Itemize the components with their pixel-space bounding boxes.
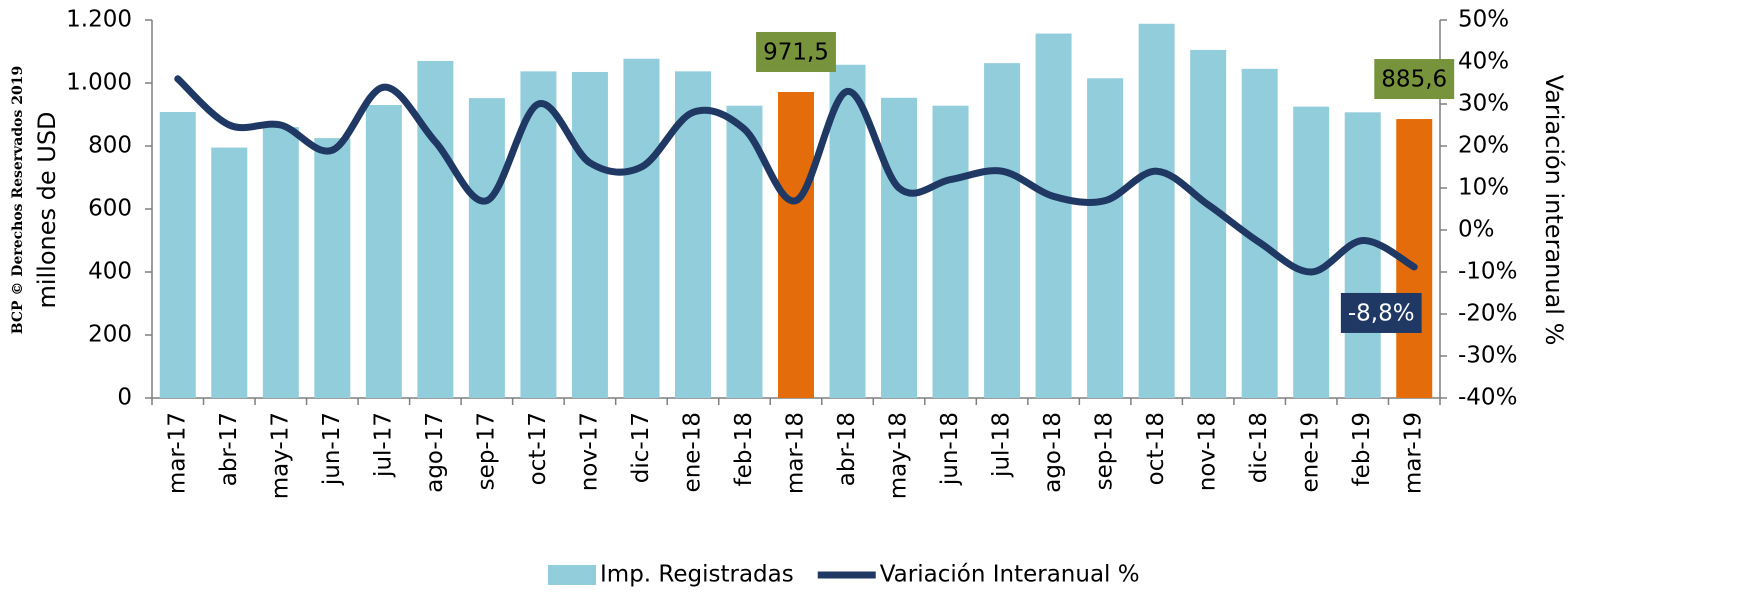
bar xyxy=(1344,112,1381,399)
y2-tick-label: 30% xyxy=(1458,91,1509,117)
x-tick-label: nov-18 xyxy=(1195,412,1221,491)
data-label-box xyxy=(756,31,836,72)
x-tick-label: oct-17 xyxy=(525,412,551,485)
bar xyxy=(984,63,1021,398)
x-tick-label: may-18 xyxy=(886,412,912,499)
x-tick-label: feb-18 xyxy=(731,412,757,486)
y-tick-label: 800 xyxy=(88,133,132,159)
y2-tick-label: 20% xyxy=(1458,133,1509,159)
x-tick-label: jun-18 xyxy=(937,412,963,486)
x-tick-label: dic-17 xyxy=(628,412,654,483)
bar xyxy=(314,138,351,398)
watermark: BCP © Derechos Reservados 2019 xyxy=(10,66,26,334)
data-label-box xyxy=(1340,292,1422,333)
data-label-text: 971,5 xyxy=(763,39,829,65)
bar xyxy=(1035,33,1072,399)
x-tick-label: jun-17 xyxy=(319,412,345,486)
bar xyxy=(1293,106,1330,398)
bar xyxy=(159,111,196,398)
data-label: -8,8% xyxy=(1340,292,1422,333)
data-label: 971,5 xyxy=(756,31,836,72)
x-tick-label: dic-18 xyxy=(1246,412,1272,483)
x-tick-label: jul-18 xyxy=(989,412,1015,478)
y-tick-label: 200 xyxy=(88,322,132,348)
y-tick-label: 400 xyxy=(88,259,132,285)
legend-label: Variación Interanual % xyxy=(880,562,1140,588)
x-tick-label: abr-18 xyxy=(834,412,860,486)
bar xyxy=(1138,23,1175,399)
line xyxy=(174,75,1418,276)
x-tick-label: mar-19 xyxy=(1401,412,1427,494)
bar xyxy=(829,64,866,398)
y-tick-label: 600 xyxy=(88,196,132,222)
x-tick-label: abr-17 xyxy=(216,412,242,486)
x-tick-label: ago-18 xyxy=(1040,412,1066,493)
y2-tick-label: -10% xyxy=(1458,259,1517,285)
bar xyxy=(881,97,918,399)
bar xyxy=(262,127,299,398)
x-tick-label: oct-18 xyxy=(1143,412,1169,485)
x-tick-label: ago-17 xyxy=(422,412,448,493)
y2-tick-label: 40% xyxy=(1458,49,1509,75)
bar xyxy=(1190,49,1227,399)
x-tick-label: ene-19 xyxy=(1298,412,1324,492)
y-tick-label: 0 xyxy=(117,385,132,411)
bar xyxy=(623,58,660,399)
data-label-box xyxy=(1374,59,1455,100)
y2-tick-label: -40% xyxy=(1458,385,1517,411)
legend-swatch xyxy=(548,565,596,585)
y2-axis-title: Variación interanual % xyxy=(1540,75,1568,346)
x-tick-label: may-17 xyxy=(267,412,293,499)
y2-tick-label: -20% xyxy=(1458,301,1517,327)
bar xyxy=(417,60,454,398)
x-tick-label: jul-17 xyxy=(370,412,396,478)
bar xyxy=(365,105,402,399)
y-tick-label: 1.200 xyxy=(66,7,132,33)
data-label-text: -8,8% xyxy=(1348,300,1415,326)
bar xyxy=(778,91,814,398)
legend-label: Imp. Registradas xyxy=(600,562,794,588)
bar xyxy=(1087,78,1124,399)
x-tick-label: feb-19 xyxy=(1349,412,1375,486)
bar xyxy=(932,105,969,399)
bar xyxy=(211,147,248,398)
x-tick-label: sep-17 xyxy=(473,412,499,490)
x-tick-label: mar-18 xyxy=(783,412,809,494)
y-axis-title: millones de USD xyxy=(33,111,61,308)
data-label: 885,6 xyxy=(1374,59,1455,100)
bar xyxy=(571,71,608,398)
y-tick-label: 1.000 xyxy=(66,70,132,96)
y2-tick-label: 50% xyxy=(1458,7,1509,33)
x-tick-label: mar-17 xyxy=(164,412,190,494)
data-label-text: 885,6 xyxy=(1381,67,1447,93)
x-tick-label: ene-18 xyxy=(679,412,705,492)
x-tick-label: nov-17 xyxy=(576,412,602,491)
x-tick-label: sep-18 xyxy=(1092,412,1118,490)
y2-tick-label: 0% xyxy=(1458,217,1495,243)
y2-tick-label: -30% xyxy=(1458,343,1517,369)
bar xyxy=(726,105,763,399)
bar xyxy=(468,98,505,399)
y2-tick-label: 10% xyxy=(1458,175,1509,201)
